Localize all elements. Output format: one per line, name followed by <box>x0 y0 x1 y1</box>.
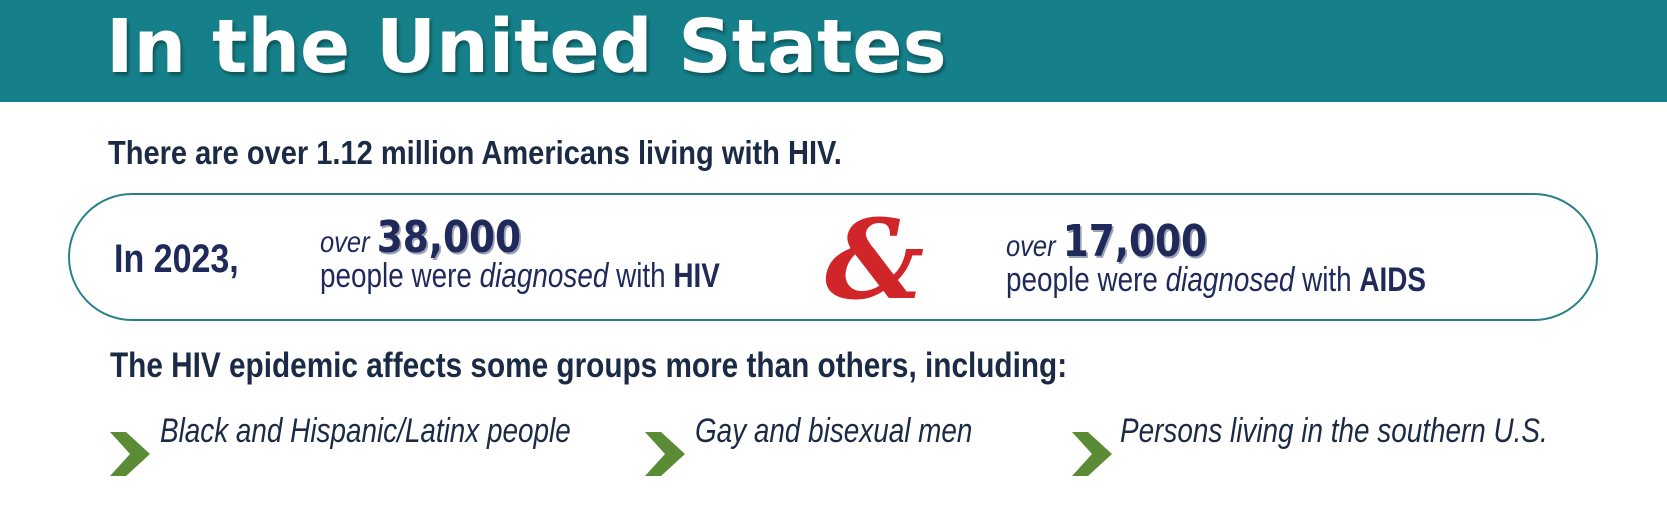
group-item: Black and Hispanic/Latinx people <box>160 412 571 450</box>
title: In the United States <box>106 4 947 90</box>
stats-box <box>68 193 1598 321</box>
prefix: over <box>1006 230 1056 263</box>
stat-line: people were diagnosed with HIV <box>320 257 720 296</box>
bullets <box>110 432 1112 476</box>
group-item: Gay and bisexual men <box>695 412 973 450</box>
arrow <box>110 432 150 476</box>
groups-heading: The HIV epidemic affects some groups mor… <box>110 346 1068 385</box>
intro: There are over 1.12 million Americans li… <box>108 134 842 171</box>
stat: over 17,000 people were diagnosed with A… <box>1006 216 1518 300</box>
text: with <box>616 257 666 295</box>
number: 17,000 <box>1062 216 1208 267</box>
emphasis: diagnosed <box>1165 261 1295 299</box>
year: In 2023, <box>114 237 239 281</box>
subject: AIDS <box>1359 261 1427 299</box>
header-band <box>0 0 1667 102</box>
arrow <box>1072 432 1112 476</box>
connector: & <box>825 195 925 324</box>
text: people were <box>1006 261 1158 299</box>
stat-line: over 17,000 <box>1006 216 1441 267</box>
stat-line: over 38,000 <box>320 212 735 263</box>
subject: HIV <box>673 257 720 295</box>
group-item: Persons living in the southern U.S. <box>1120 412 1548 450</box>
number: 38,000 <box>376 212 522 263</box>
emphasis: diagnosed <box>479 257 609 295</box>
prefix: over <box>320 226 370 259</box>
stat-line: people were diagnosed with AIDS <box>1006 261 1426 300</box>
text: people were <box>320 257 472 295</box>
stat: over 38,000 people were diagnosed with H… <box>320 212 808 296</box>
arrow <box>645 432 685 476</box>
text: with <box>1302 261 1352 299</box>
